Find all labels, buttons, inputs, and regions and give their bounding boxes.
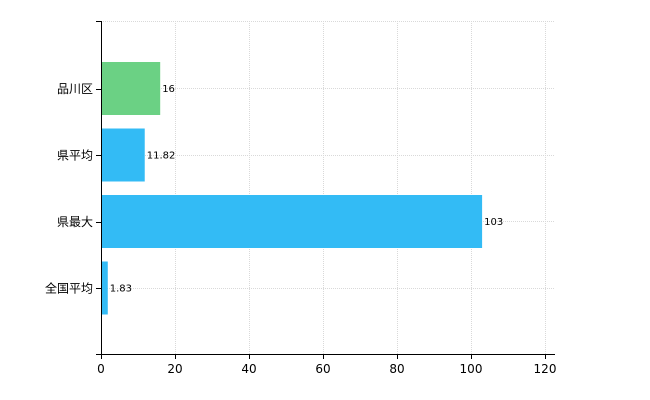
bar-1 [102,62,161,115]
data-labels: 16 11.82 103 1.83 [110,84,503,295]
data-label: 16 [162,84,175,95]
bars [102,62,483,315]
data-label: 11.82 [147,151,176,162]
axes [101,21,555,355]
tick-marks [96,21,546,359]
bar-2 [102,128,145,182]
grid-lines [101,21,555,354]
x-tick-label: 120 [534,362,557,376]
data-label: 1.83 [110,284,132,295]
x-tick-labels: 0 20 40 60 80 100 120 [97,362,556,376]
x-tick-label: 20 [167,362,182,376]
x-tick-label: 80 [389,362,404,376]
data-label: 103 [484,217,503,228]
bar-4 [102,261,108,315]
category-label: 品川区 [57,82,93,96]
x-tick-label: 0 [97,362,105,376]
category-label: 県平均 [57,149,93,163]
x-tick-label: 100 [460,362,483,376]
category-label: 全国平均 [45,281,93,296]
x-tick-label: 40 [241,362,256,376]
x-tick-label: 60 [315,362,330,376]
bar-3 [102,195,483,248]
category-label: 県最大 [57,215,93,229]
